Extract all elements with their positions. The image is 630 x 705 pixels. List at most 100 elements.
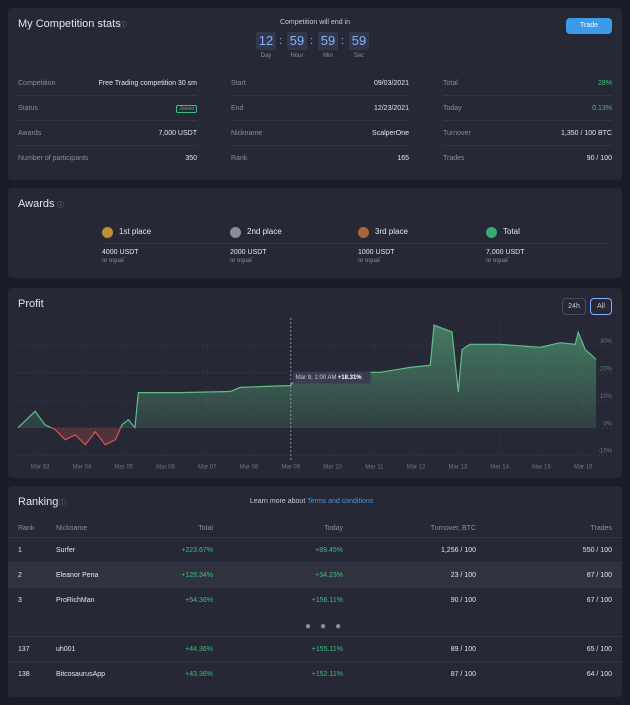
column-header: Nickname [56,525,88,532]
column-header: Rank [18,525,35,532]
stat-value: 90 / 100 [586,155,612,162]
x-tick-label: Mar 14 [490,465,509,471]
cell: 138 [18,671,30,678]
countdown-label: Competition will end in [279,19,351,26]
x-tick-label: Mar 13 [449,465,468,471]
column-header: Total [198,525,213,532]
cell: 87 / 100 [450,671,476,678]
trade-button[interactable]: Trade [566,18,612,34]
divider [231,145,409,146]
x-tick-label: Mar 05 [114,465,133,471]
cell: 64 / 100 [586,671,612,678]
cell: +89.45% [315,547,343,554]
profit-chart: -10% 0% 10% 20% 30% Mar 03 Mar 04 Mar 05 Mar 06 M… [17,318,613,471]
info-icon: ⓘ [120,22,127,29]
cell: +54.36% [185,597,213,604]
stat-value: Free Trading competition 30 sm [98,80,197,87]
divider [443,95,612,96]
cell: 1 [18,547,22,554]
stat-value: 0.13% [592,105,612,112]
countdown-unit: Hour [290,53,304,59]
column-header: Today [324,525,343,532]
x-tick-label: Mar 08 [240,465,259,471]
stat-value: 7,000 USDT [158,130,197,137]
stat-value: 350 [185,155,197,162]
cell: +155.11% [311,646,343,653]
stat-value: 12/23/2021 [373,105,409,112]
y-tick-label: 20% [600,366,613,372]
info-icon: ⓘ [57,202,64,209]
award-place: Total [503,227,520,236]
cell: 550 / 100 [582,547,612,554]
cell: 87 / 100 [586,572,612,579]
divider [8,537,622,538]
divider [231,95,409,96]
cell: ProRichMan [56,597,95,604]
divider [102,243,608,244]
loss-area [51,427,121,445]
x-tick-label: Mar 12 [407,465,426,471]
x-tick-label: Mar 06 [156,465,175,471]
award-icon [358,227,369,238]
stat-label: Turnover [443,130,471,137]
award-amount: 4000 USDT [102,249,139,256]
countdown-unit: Day [260,53,272,59]
cell: 67 / 100 [586,597,612,604]
column-header: Turnover, BTC [430,525,476,532]
stat-label: Total [443,80,458,87]
cell: +152.11% [311,671,343,678]
tooltip-value: +18.31% [338,375,363,381]
more-dots: ●●● [305,621,351,632]
award-place: 1st place [119,227,152,236]
terms-link[interactable]: Terms and conditions [307,498,374,505]
stat-label: Number of participants [18,155,89,162]
ranking-panel [8,486,622,697]
x-tick-label: Mar 04 [73,465,92,471]
x-tick-label: Mar 15 [532,465,551,471]
cell: +44.36% [185,646,213,653]
cell: +34.23% [315,572,343,579]
award-amount: 1000 USDT [358,249,395,256]
stat-label: Status [18,105,38,112]
award-note: or equal [102,258,124,264]
stat-label: Nickname [231,130,263,137]
title: My Competition stats [18,18,121,30]
x-tick-label: Mar 11 [365,465,384,471]
range-24h[interactable]: 24h [562,298,586,315]
cell: 137 [18,646,30,653]
cell: +156.11% [311,597,343,604]
info-icon: ⓘ [59,500,66,507]
divider [443,145,612,146]
award-icon [486,227,497,238]
stat-value: Joined [176,105,197,113]
range-all[interactable]: All [590,298,612,315]
stat-value: ScalperOne [372,130,409,137]
countdown-value: 59 [349,32,369,50]
tooltip-time: Mar 9, 1:00 AM [296,375,337,381]
learn-label: Learn more about [250,498,306,505]
stat-label: Competition [18,80,56,87]
x-tick-label: Mar 10 [323,465,342,471]
ranking-title: Ranking [18,496,59,508]
profit-line [17,324,597,428]
y-tick-label: -10% [598,449,613,455]
award-icon [230,227,241,238]
y-tick-label: 10% [600,394,613,400]
divider [18,120,197,121]
award-place: 2nd place [247,227,282,236]
award-note: or equal [486,258,508,264]
award-note: or equal [230,258,252,264]
learn-text: Learn more about Terms and conditions [250,498,373,505]
divider [18,145,197,146]
stat-label: Start [231,80,246,87]
profit-title: Profit [18,298,44,310]
countdown-sep: : [310,35,314,47]
divider [231,120,409,121]
divider [8,636,622,637]
awards-title: Awards [18,198,55,210]
countdown-unit: Sec [353,53,365,59]
cell: 90 / 100 [450,597,476,604]
x-tick-label: Mar 16 [574,465,593,471]
cell: +43.36% [185,671,213,678]
